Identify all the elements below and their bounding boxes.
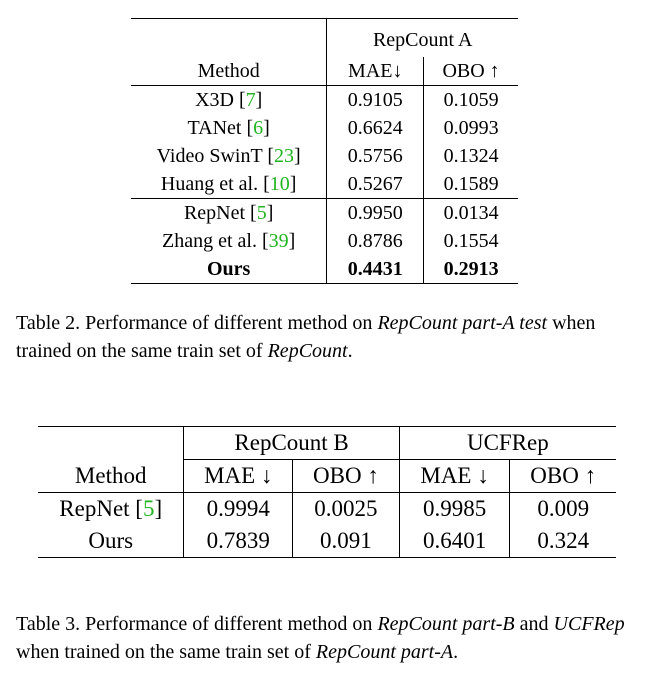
obo-cell: 0.1554 <box>443 230 499 252</box>
mae-cell: 0.6401 <box>399 525 511 558</box>
col-header-obo: OBO ↑ <box>530 463 597 488</box>
table-2: RepCount A Method MAE↓ OBO ↑ X3D [7] 0.9… <box>131 18 518 284</box>
table-row: Huang et al. [10] 0.5267 0.1589 <box>131 170 518 199</box>
method-cell: Ours <box>131 255 328 284</box>
method-cell: RepNet [5] <box>38 492 185 525</box>
mae-cell: 0.9994 <box>183 492 294 525</box>
col-header-mae: MAE ↓ <box>183 459 294 493</box>
mae-cell: 0.8786 <box>326 227 425 255</box>
obo-cell: 0.1589 <box>443 173 499 195</box>
citation-link[interactable]: 7 <box>245 89 256 111</box>
citation-link[interactable]: 5 <box>256 202 267 224</box>
table-2-caption: Table 2. Performance of different method… <box>16 312 596 362</box>
table-row: Video SwinT [23] 0.5756 0.1324 <box>131 142 518 170</box>
table-row: RepNet [5] 0.9994 0.0025 0.9985 0.009 <box>38 492 616 525</box>
table-row: Ours 0.4431 0.2913 <box>131 255 518 284</box>
mae-cell: 0.5756 <box>326 142 425 170</box>
citation-link[interactable]: 5 <box>142 496 155 521</box>
citation-link[interactable]: 6 <box>253 117 264 139</box>
method-cell: Huang et al. [10] <box>131 170 328 199</box>
mae-cell: 0.9105 <box>326 85 425 114</box>
col-header-method: Method <box>38 459 185 493</box>
mae-cell: 0.5267 <box>326 170 425 199</box>
mae-cell: 0.9950 <box>326 198 425 227</box>
mae-cell: 0.4431 <box>326 255 425 284</box>
table-row: Zhang et al. [39] 0.8786 0.1554 <box>131 227 518 255</box>
obo-cell: 0.2913 <box>423 255 518 284</box>
table-row: RepNet [5] 0.9950 0.0134 <box>131 198 518 227</box>
mae-cell: 0.7839 <box>183 525 294 558</box>
table-row: TANet [6] 0.6624 0.0993 <box>131 114 518 142</box>
citation-link[interactable]: 23 <box>274 145 294 167</box>
group-header-repcount-b: RepCount B <box>183 426 400 460</box>
obo-cell: 0.0025 <box>292 492 400 525</box>
method-cell: X3D [7] <box>131 85 328 114</box>
col-header-obo: OBO ↑ <box>442 60 500 82</box>
mae-cell: 0.6624 <box>326 114 425 142</box>
table-3: RepCount B UCFRep Method MAE ↓ OBO ↑ MAE… <box>38 426 616 558</box>
col-header-method: Method <box>131 57 328 86</box>
table-3-caption: Table 3. Performance of different method… <box>16 613 625 663</box>
table-header-row: RepCount B UCFRep <box>38 426 616 460</box>
citation-link[interactable]: 39 <box>268 230 289 252</box>
obo-cell: 0.1059 <box>423 85 518 114</box>
group-header-repcount-a: RepCount A <box>326 18 518 57</box>
obo-cell: 0.0993 <box>443 117 499 139</box>
citation-link[interactable]: 10 <box>269 173 290 195</box>
obo-cell: 0.324 <box>509 525 616 558</box>
method-cell: RepNet [5] <box>131 198 328 227</box>
empty-cell <box>38 426 185 460</box>
obo-cell: 0.0134 <box>423 198 518 227</box>
col-header-obo: OBO ↑ <box>292 459 400 493</box>
obo-cell: 0.1324 <box>443 145 499 167</box>
col-header-mae: MAE↓ <box>326 57 425 86</box>
obo-cell: 0.009 <box>509 492 616 525</box>
col-header-mae: MAE ↓ <box>399 459 511 493</box>
method-cell: Zhang et al. [39] <box>131 227 328 255</box>
table-row: X3D [7] 0.9105 0.1059 <box>131 85 518 114</box>
table-row: Ours 0.7839 0.091 0.6401 0.324 <box>38 525 616 558</box>
table-header-row: RepCount A <box>131 18 518 57</box>
group-header-ucfrep: UCFRep <box>399 426 616 460</box>
mae-cell: 0.9985 <box>399 492 511 525</box>
table-header-row: Method MAE↓ OBO ↑ <box>131 57 518 86</box>
method-cell: Video SwinT [23] <box>131 142 328 170</box>
empty-cell <box>131 18 328 57</box>
table-header-row: Method MAE ↓ OBO ↑ MAE ↓ OBO ↑ <box>38 459 616 493</box>
obo-cell: 0.091 <box>292 525 400 558</box>
method-cell: Ours <box>38 525 185 558</box>
method-cell: TANet [6] <box>131 114 328 142</box>
